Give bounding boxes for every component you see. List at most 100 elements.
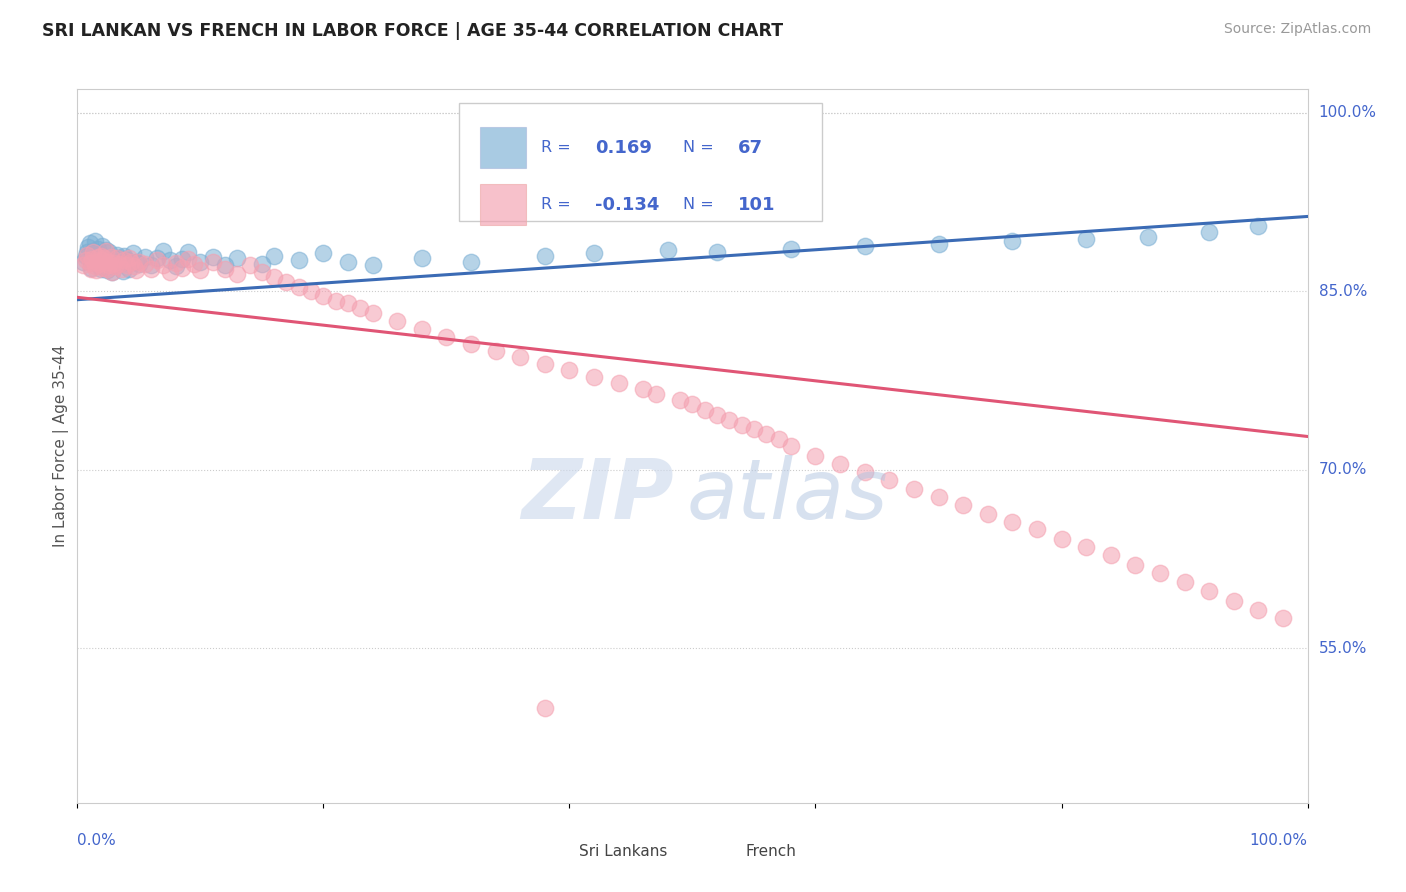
Point (183, 257, 205, 271)
Point (830, 457, 852, 471)
Point (558, 363, 581, 377)
Text: 0.0%: 0.0% (77, 833, 117, 848)
Point (97, 254, 120, 268)
Point (94, 244, 117, 258)
Point (97, 253, 120, 268)
Point (1050, 532, 1073, 546)
Point (86, 246, 108, 260)
Text: R =: R = (541, 197, 571, 212)
Point (337, 254, 360, 268)
Point (112, 253, 135, 268)
Point (214, 258, 236, 272)
Point (91, 260, 114, 274)
Point (460, 336, 482, 351)
Point (76, 245, 98, 260)
Point (460, 254, 482, 268)
Point (201, 250, 224, 264)
Point (1001, 515, 1024, 529)
Point (1099, 549, 1122, 563)
Point (83, 235, 105, 249)
Point (263, 249, 285, 263)
Point (75, 253, 97, 268)
Point (105, 251, 128, 265)
Point (98, 245, 121, 260)
Text: SRI LANKAN VS FRENCH IN LABOR FORCE | AGE 35-44 CORRELATION CHART: SRI LANKAN VS FRENCH IN LABOR FORCE | AG… (42, 22, 783, 40)
Point (1198, 225, 1220, 239)
Bar (479, 184, 526, 226)
Point (879, 474, 901, 488)
Point (1001, 235, 1024, 249)
Text: R =: R = (541, 140, 571, 155)
Point (583, 370, 606, 384)
Point (82, 245, 104, 260)
Text: 101: 101 (738, 196, 776, 214)
Point (952, 499, 974, 513)
Point (1125, 558, 1147, 572)
Text: 55.0%: 55.0% (1319, 640, 1367, 656)
Point (96, 261, 118, 276)
Point (411, 322, 433, 336)
Point (361, 258, 384, 272)
Point (312, 246, 335, 260)
Point (125, 263, 148, 277)
Point (100, 258, 122, 272)
Point (82, 244, 104, 258)
Point (152, 244, 174, 258)
Point (263, 270, 285, 285)
Point (141, 261, 163, 276)
Point (385, 314, 409, 328)
Point (1026, 522, 1049, 536)
Point (226, 251, 249, 265)
Point (98, 258, 121, 272)
Point (1272, 611, 1295, 625)
Point (1076, 540, 1098, 554)
Point (1076, 232, 1098, 246)
Point (111, 264, 134, 278)
Point (1136, 229, 1159, 244)
Point (706, 245, 728, 260)
Point (94, 243, 117, 257)
Point (1247, 219, 1270, 233)
Point (90, 249, 112, 263)
Point (534, 357, 557, 371)
Point (72, 254, 94, 268)
Point (165, 260, 187, 274)
Point (361, 306, 384, 320)
FancyBboxPatch shape (458, 103, 821, 221)
Point (682, 397, 704, 411)
Point (288, 253, 311, 268)
Point (103, 256, 125, 270)
Point (349, 301, 371, 315)
Point (170, 252, 193, 267)
Point (82, 251, 104, 265)
Point (299, 285, 322, 299)
Point (903, 482, 925, 496)
Point (250, 265, 273, 279)
Point (111, 261, 132, 276)
Point (706, 408, 728, 422)
Point (485, 343, 508, 358)
Point (118, 261, 141, 276)
Text: Sri Lankans: Sri Lankans (579, 844, 668, 859)
Text: atlas: atlas (686, 456, 889, 536)
Point (201, 254, 224, 268)
Point (159, 265, 181, 279)
Point (75, 249, 97, 263)
Point (853, 465, 876, 479)
Point (804, 449, 827, 463)
Text: N =: N = (683, 140, 713, 155)
Point (583, 246, 606, 260)
Point (108, 257, 131, 271)
Point (170, 260, 193, 275)
Text: N =: N = (683, 197, 713, 212)
Point (93, 251, 115, 265)
Point (134, 257, 156, 271)
Point (188, 254, 212, 268)
Point (928, 490, 950, 504)
Point (755, 427, 778, 442)
Point (239, 258, 262, 272)
Text: -0.134: -0.134 (595, 196, 659, 214)
Point (89, 256, 111, 270)
Point (146, 253, 169, 268)
Text: 85.0%: 85.0% (1319, 284, 1367, 299)
